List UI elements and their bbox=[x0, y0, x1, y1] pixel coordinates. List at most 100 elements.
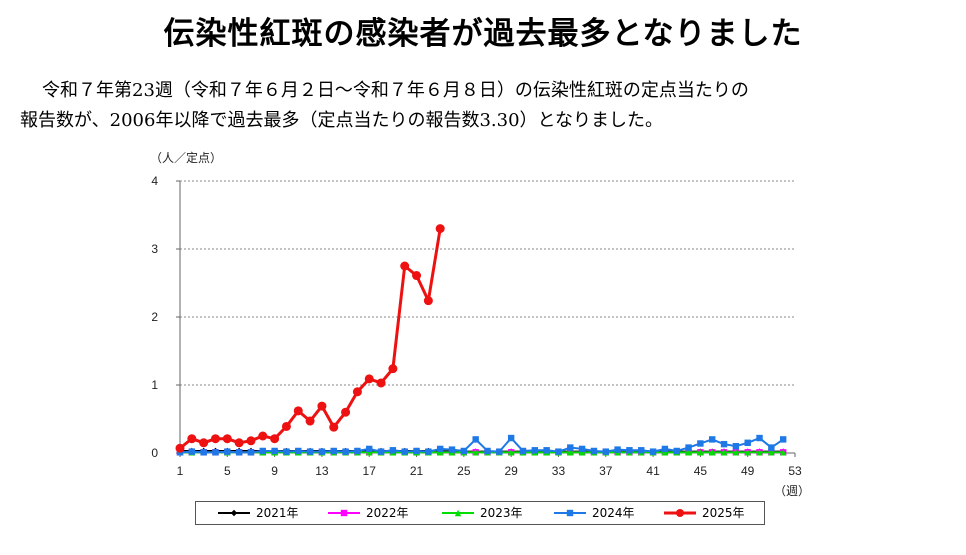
data-point-2023-w50 bbox=[756, 449, 763, 456]
data-point-2023-w47 bbox=[720, 449, 728, 456]
data-point-2023-w48 bbox=[732, 449, 740, 456]
data-point-2023-w49 bbox=[744, 449, 751, 456]
data-point-2023-w42 bbox=[661, 449, 669, 456]
data-point-2024-w27 bbox=[484, 447, 491, 455]
data-point-2024-w6 bbox=[235, 449, 243, 456]
data-point-2024-w29 bbox=[507, 434, 515, 442]
data-point-2023-w23 bbox=[436, 449, 444, 456]
x-tick-label-17: 17 bbox=[363, 464, 377, 478]
data-point-2023-w35 bbox=[578, 449, 586, 456]
data-point-2024-w48 bbox=[732, 443, 740, 450]
chart-series-layer bbox=[175, 224, 787, 456]
data-point-2024-w49 bbox=[744, 439, 751, 446]
legend-swatch-2024 bbox=[554, 509, 586, 517]
description-line-2: 報告数が、2006年以降で過去最多（定点当たりの報告数3.30）となりました。 bbox=[20, 110, 663, 131]
data-point-2024-w8 bbox=[259, 447, 266, 455]
x-tick-label-9: 9 bbox=[271, 464, 278, 478]
data-point-2024-w2 bbox=[188, 448, 196, 455]
data-point-2024-w25 bbox=[460, 447, 468, 455]
data-point-2024-w28 bbox=[496, 448, 503, 455]
data-point-2024-w51 bbox=[768, 444, 775, 451]
x-tick-label-1: 1 bbox=[177, 464, 184, 478]
data-point-2025-w13 bbox=[317, 401, 327, 411]
data-point-2025-w3 bbox=[199, 438, 209, 448]
data-point-2024-w18 bbox=[377, 448, 385, 455]
legend-swatch-2021 bbox=[218, 509, 250, 517]
data-point-2024-w16 bbox=[354, 447, 361, 455]
data-point-2025-w8 bbox=[258, 431, 268, 441]
x-tick-label-53: 53 bbox=[788, 464, 802, 478]
y-tick-label-4: 4 bbox=[151, 174, 158, 188]
chart-legend: 2021年 2022年 2023年 2024年 2025年 bbox=[195, 501, 765, 525]
data-point-2024-w34 bbox=[567, 444, 574, 451]
data-point-2025-w21 bbox=[412, 271, 422, 281]
data-point-2025-w7 bbox=[246, 436, 256, 446]
data-point-2023-w51 bbox=[768, 449, 775, 456]
data-point-2025-w20 bbox=[400, 261, 410, 271]
x-tick-label-33: 33 bbox=[552, 464, 566, 478]
x-tick-label-45: 45 bbox=[694, 464, 708, 478]
data-point-2025-w2 bbox=[187, 434, 197, 444]
data-point-2025-w16 bbox=[352, 387, 362, 397]
series-line-2024 bbox=[179, 437, 784, 454]
legend-label-2021: 2021年 bbox=[256, 506, 299, 520]
data-point-2024-w45 bbox=[697, 440, 704, 447]
data-point-2024-w10 bbox=[283, 448, 290, 455]
data-point-2024-w23 bbox=[436, 445, 444, 453]
legend-marker-2022 bbox=[340, 509, 348, 517]
data-point-2024-w39 bbox=[626, 447, 633, 454]
data-point-2023-w45 bbox=[697, 449, 704, 456]
data-point-2024-w13 bbox=[318, 448, 326, 455]
data-point-2024-w24 bbox=[448, 446, 456, 453]
data-point-2024-w31 bbox=[531, 447, 539, 454]
legend-swatch-2022 bbox=[328, 509, 360, 517]
data-point-2025-w15 bbox=[341, 407, 351, 417]
data-point-2024-w32 bbox=[543, 447, 550, 454]
y-tick-label-2: 2 bbox=[151, 310, 158, 324]
data-point-2023-w44 bbox=[685, 449, 692, 456]
data-point-2024-w41 bbox=[649, 448, 657, 455]
data-point-2024-w33 bbox=[555, 448, 562, 455]
description-line-1-text: 令和７年第23週（令和７年６月２日～令和７年６月８日）の伝染性紅斑の定点当たりの bbox=[42, 80, 749, 101]
data-point-2024-w30 bbox=[519, 447, 527, 455]
x-tick-label-49: 49 bbox=[741, 464, 755, 478]
data-point-2024-w47 bbox=[720, 440, 728, 448]
data-point-2024-w20 bbox=[401, 448, 408, 455]
data-point-2024-w26 bbox=[472, 436, 479, 443]
data-point-2025-w23 bbox=[435, 224, 445, 234]
data-point-2024-w38 bbox=[614, 446, 621, 453]
data-point-2024-w9 bbox=[271, 447, 278, 455]
data-point-2023-w34 bbox=[567, 449, 574, 456]
series-2025 bbox=[175, 224, 445, 453]
series-line-2025 bbox=[179, 228, 442, 450]
legend-marker-2025 bbox=[676, 509, 684, 517]
data-point-2024-w50 bbox=[756, 434, 763, 442]
data-point-2024-w37 bbox=[602, 448, 609, 455]
data-point-2024-w12 bbox=[306, 448, 314, 455]
data-point-2024-w42 bbox=[661, 445, 669, 453]
x-tick-label-25: 25 bbox=[457, 464, 471, 478]
legend-marker-2024 bbox=[566, 509, 574, 517]
data-point-2023-w46 bbox=[709, 449, 716, 456]
data-point-2024-w5 bbox=[224, 448, 231, 455]
legend-swatch-2025 bbox=[664, 509, 696, 517]
x-tick-label-21: 21 bbox=[410, 464, 424, 478]
series-2024 bbox=[176, 434, 787, 456]
data-point-2024-w3 bbox=[200, 449, 207, 456]
data-point-2025-w12 bbox=[305, 416, 315, 426]
data-point-2023-w52 bbox=[779, 449, 787, 456]
y-tick-label-3: 3 bbox=[151, 242, 158, 256]
data-point-2023-w17 bbox=[366, 449, 373, 456]
description-paragraph: 令和７年第23週（令和７年６月２日～令和７年６月８日）の伝染性紅斑の定点当たりの… bbox=[20, 76, 950, 136]
data-point-2024-w11 bbox=[295, 447, 302, 455]
legend-label-2023: 2023年 bbox=[480, 506, 523, 520]
data-point-2024-w7 bbox=[247, 449, 255, 456]
legend-label-2025: 2025年 bbox=[702, 506, 745, 520]
x-tick-label-37: 37 bbox=[599, 464, 613, 478]
y-tick-label-1: 1 bbox=[151, 378, 158, 392]
x-tick-label-13: 13 bbox=[315, 464, 329, 478]
data-point-2024-w15 bbox=[342, 448, 349, 455]
data-point-2025-w9 bbox=[270, 434, 280, 444]
